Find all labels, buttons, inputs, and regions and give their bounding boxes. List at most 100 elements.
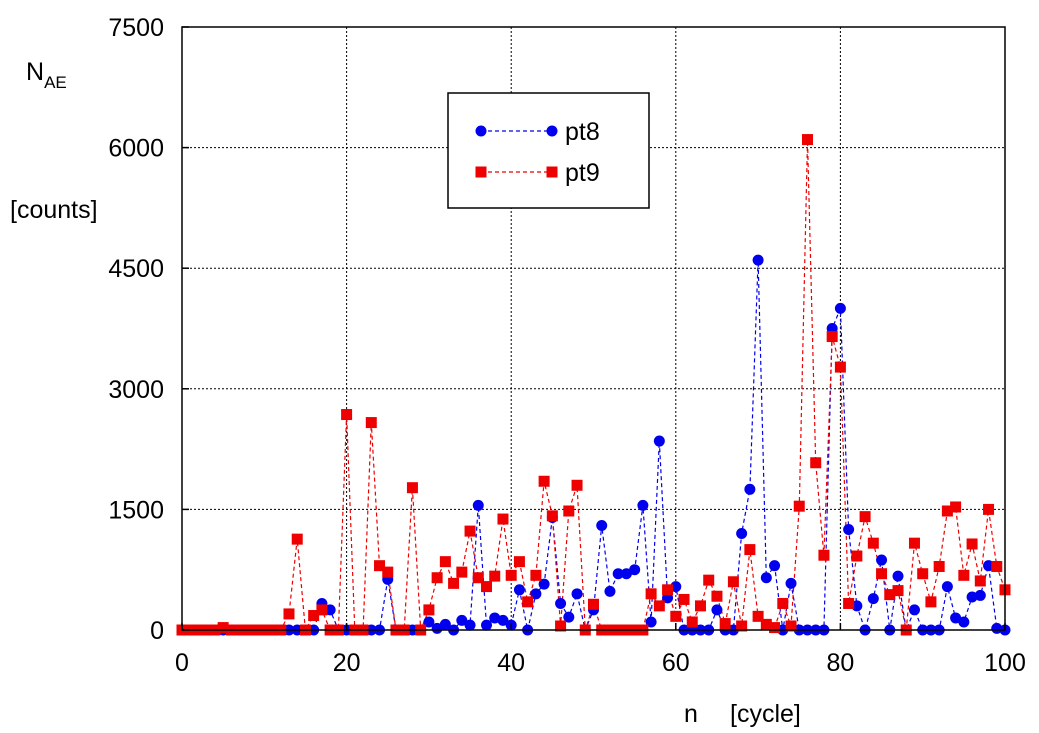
- data-point-pt8: [513, 584, 525, 596]
- data-point-pt8: [958, 616, 970, 628]
- legend-box: [447, 92, 650, 209]
- data-point-pt8: [711, 604, 723, 616]
- data-point-pt8: [736, 528, 748, 540]
- data-point-pt9: [694, 600, 706, 612]
- legend-label-pt9: pt9: [565, 159, 600, 187]
- data-point-pt9: [448, 577, 460, 589]
- data-point-pt9: [686, 616, 698, 628]
- y-axis-variable: N: [26, 58, 44, 86]
- y-tick-label: 7500: [108, 14, 164, 42]
- data-point-pt8: [596, 519, 608, 531]
- data-point-pt8: [538, 578, 550, 590]
- data-point-pt9: [472, 572, 484, 584]
- data-point-pt9: [958, 569, 970, 581]
- legend-marker-pt8: [475, 125, 487, 137]
- data-point-pt8: [769, 560, 781, 572]
- data-point-pt9: [867, 537, 879, 549]
- data-point-pt9: [966, 538, 978, 550]
- data-point-pt9: [662, 584, 674, 596]
- data-point-pt8: [991, 622, 1003, 634]
- data-point-pt9: [950, 501, 962, 513]
- data-point-pt9: [464, 525, 476, 537]
- data-point-pt9: [991, 560, 1003, 572]
- data-point-pt8: [555, 597, 567, 609]
- data-point-pt9: [571, 479, 583, 491]
- data-point-pt9: [736, 620, 748, 632]
- y-axis-ticks: 0 1500 3000 4500 6000 7500: [108, 14, 189, 645]
- data-point-pt8: [834, 302, 846, 314]
- data-point-pt8: [941, 581, 953, 593]
- data-point-pt8: [744, 483, 756, 495]
- data-point-pt9: [481, 581, 493, 593]
- data-point-pt9: [588, 598, 599, 610]
- data-point-pt9: [653, 600, 665, 612]
- data-point-pt8: [752, 254, 764, 266]
- data-point-pt8: [843, 524, 855, 535]
- data-point-pt8: [497, 614, 509, 626]
- data-point-pt9: [645, 588, 657, 600]
- y-axis-label: NAE: [26, 58, 67, 92]
- data-point-pt8: [456, 614, 468, 626]
- data-point-pt8: [571, 588, 583, 600]
- x-tick-label: 0: [175, 649, 189, 677]
- data-point-pt9: [308, 610, 320, 622]
- x-tick-label: 60: [662, 649, 690, 677]
- data-point-pt9: [291, 533, 303, 545]
- grid-lines: [182, 27, 1005, 630]
- data-point-pt9: [925, 596, 937, 608]
- data-point-pt9: [876, 568, 888, 580]
- data-point-pt8: [612, 568, 624, 580]
- data-point-pt8: [966, 591, 978, 603]
- data-point-pt9: [834, 361, 846, 373]
- data-point-pt9: [555, 620, 567, 632]
- data-point-pt9: [777, 597, 789, 609]
- data-point-pt9: [851, 550, 863, 562]
- y-tick-label: 6000: [108, 135, 164, 163]
- data-point-pt9: [941, 505, 953, 517]
- data-point-pt9: [374, 560, 386, 572]
- data-point-pt8: [892, 570, 904, 582]
- data-point-pt9: [826, 331, 838, 343]
- data-point-pt9: [530, 569, 542, 581]
- data-point-pt9: [341, 409, 353, 421]
- data-point-pt9: [908, 537, 920, 549]
- data-point-pt9: [801, 134, 813, 146]
- x-axis-ticks: 0 20 40 60 80 100: [175, 623, 1026, 677]
- data-point-pt9: [843, 597, 855, 609]
- data-point-pt9: [489, 570, 501, 582]
- legend-marker-pt9: [546, 166, 558, 178]
- data-point-pt9: [217, 622, 229, 634]
- data-point-pt9: [406, 482, 418, 494]
- data-point-pt8: [431, 622, 443, 634]
- data-point-pt8: [472, 499, 484, 511]
- data-point-pt8: [604, 585, 616, 597]
- y-axis-subscript: AE: [44, 73, 67, 92]
- data-point-pt9: [670, 610, 682, 622]
- data-point-pt8: [876, 554, 888, 566]
- y-tick-label: 1500: [108, 496, 164, 524]
- data-point-pt9: [546, 510, 558, 522]
- data-point-pt9: [703, 574, 715, 586]
- data-point-pt9: [769, 622, 781, 634]
- x-tick-label: 40: [497, 649, 525, 677]
- data-point-pt8: [637, 499, 649, 511]
- x-axis-variable: n: [684, 700, 698, 728]
- data-point-pt9: [727, 576, 739, 588]
- data-point-pt8: [908, 604, 920, 616]
- y-axis-unit: [counts]: [10, 196, 98, 224]
- legend-marker-pt8: [546, 125, 558, 137]
- data-point-pt9: [497, 513, 509, 525]
- data-point-pt8: [464, 619, 476, 631]
- data-point-pt8: [785, 577, 797, 589]
- x-tick-label: 80: [826, 649, 854, 677]
- data-point-pt9: [859, 511, 871, 523]
- data-point-pt9: [884, 589, 896, 601]
- data-point-pt9: [678, 593, 690, 605]
- data-point-pt9: [793, 500, 805, 512]
- data-point-pt8: [760, 572, 772, 584]
- data-point-pt9: [365, 417, 377, 429]
- data-point-pt9: [933, 560, 945, 572]
- data-point-pt9: [538, 475, 550, 487]
- data-point-pt9: [719, 618, 731, 630]
